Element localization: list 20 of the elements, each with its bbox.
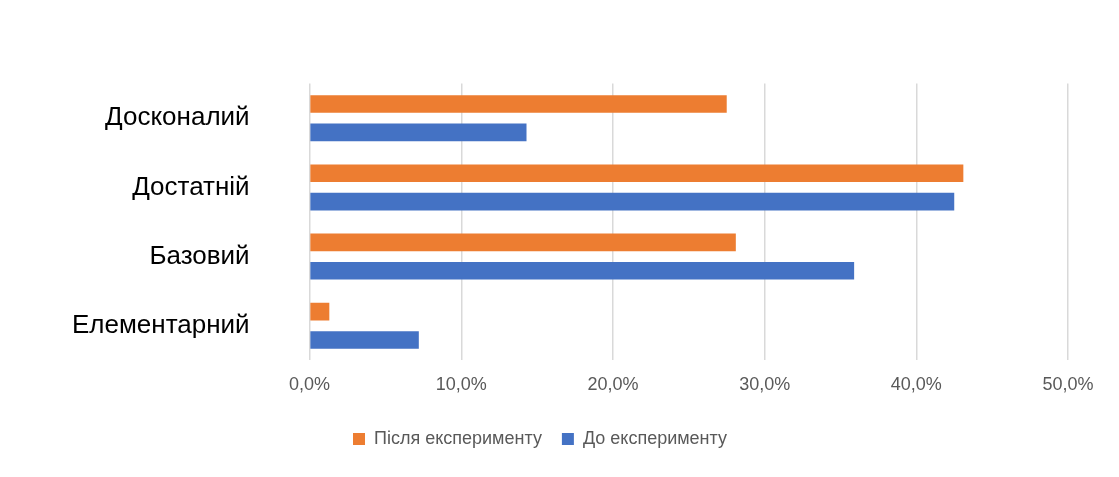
bar — [310, 261, 855, 280]
bar — [310, 164, 964, 183]
x-tick-label: 10,0% — [435, 374, 487, 395]
y-tick-label: Досконалий — [105, 101, 250, 132]
bar — [310, 192, 955, 211]
x-tick-label: 0,0% — [289, 374, 331, 395]
x-tick-label: 50,0% — [1042, 374, 1094, 395]
y-tick-label: Базовий — [149, 239, 250, 270]
bar — [310, 95, 727, 113]
x-tick-label: 40,0% — [890, 374, 942, 395]
legend-label: До експерименту — [582, 427, 727, 448]
bar — [310, 123, 527, 142]
bar — [310, 302, 330, 321]
x-tick-label: 30,0% — [739, 374, 791, 395]
y-tick-label: Елементарний — [72, 308, 250, 339]
x-tick-label: 20,0% — [587, 374, 639, 395]
legend-label: Після експерименту — [374, 427, 542, 448]
bar — [310, 331, 419, 349]
y-tick-label: Достатній — [132, 170, 250, 201]
bar — [310, 233, 736, 252]
